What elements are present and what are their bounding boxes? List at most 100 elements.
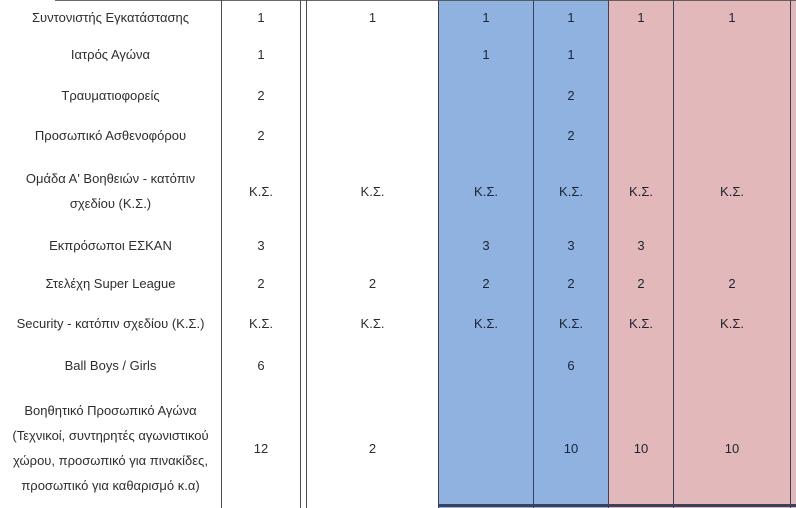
table-cell-pink-cropped <box>791 303 796 343</box>
table-cell-pink: Κ.Σ. <box>673 155 791 227</box>
table-cell-white <box>307 227 438 263</box>
table-cell-blue: 3 <box>438 227 533 263</box>
table-cell-blue: 1 <box>533 34 608 75</box>
table-cell-blue: Κ.Σ. <box>533 303 608 343</box>
double-border-separator <box>300 303 307 343</box>
table-cell-pink-cropped <box>791 343 796 388</box>
colored-block-bottom-border <box>438 504 796 507</box>
table-cell-blue: 10 <box>533 388 608 508</box>
table-cell-pink <box>608 115 673 155</box>
table-cell-pink <box>673 343 791 388</box>
table-cell-pink: 10 <box>608 388 673 508</box>
row-label: Προσωπικό Ασθενοφόρου <box>0 115 222 155</box>
table-cell-blue <box>438 343 533 388</box>
table-cell-white: Κ.Σ. <box>249 315 273 331</box>
table-row: Βοηθητικό Προσωπικό Αγώνα (Τεχνικοί, συν… <box>0 388 796 508</box>
table-cell-white: 6 <box>257 358 265 373</box>
table-cell-blue: 2 <box>533 75 608 115</box>
table-cell-white: 1 <box>257 47 265 62</box>
table-cell-pink <box>608 34 673 75</box>
table-cell-blue: Κ.Σ. <box>533 155 608 227</box>
table-cell-white: Κ.Σ. <box>249 183 273 199</box>
table-cell-blue: 1 <box>438 34 533 75</box>
table-cell-pink: 1 <box>673 0 791 34</box>
table-cell-blue <box>438 115 533 155</box>
table-cell-blue: 1 <box>533 0 608 34</box>
double-border-separator <box>300 115 307 155</box>
double-border-separator <box>300 75 307 115</box>
row-label: Συντονιστής Εγκατάστασης <box>0 0 222 34</box>
top-border-line <box>55 0 796 1</box>
table-cell-blue: 3 <box>533 227 608 263</box>
table-cell-pink <box>673 75 791 115</box>
table-cell-pink: 2 <box>673 263 791 303</box>
table-cell-blue: 6 <box>533 343 608 388</box>
double-border-separator <box>300 0 307 34</box>
table-row: Ball Boys / Girls 6 6 <box>0 343 796 388</box>
table-cell-white: 3 <box>257 237 265 253</box>
table-cell-white: 2 <box>257 87 265 103</box>
table-cell-white: 12 <box>253 440 269 456</box>
table-cell-pink: 1 <box>608 0 673 34</box>
row-label: Βοηθητικό Προσωπικό Αγώνα (Τεχνικοί, συν… <box>0 388 222 508</box>
table-cell-white <box>307 34 438 75</box>
table-cell-pink-cropped <box>791 388 796 508</box>
table-cell-white: Κ.Σ. <box>360 183 385 199</box>
table-cell-blue: 2 <box>438 263 533 303</box>
table-cell-blue: Κ.Σ. <box>438 303 533 343</box>
table-cell-pink-cropped <box>791 34 796 75</box>
table-cell-pink: Κ.Σ. <box>673 303 791 343</box>
table-cell-pink-cropped <box>791 75 796 115</box>
row-label: Στελέχη Super League <box>0 263 222 303</box>
table-cell-pink <box>673 227 791 263</box>
table-row: Στελέχη Super League 2 2 2 2 2 2 <box>0 263 796 303</box>
table-cell-blue: Κ.Σ. <box>438 155 533 227</box>
table-cell-pink: Κ.Σ. <box>608 303 673 343</box>
table-cell-blue: 2 <box>533 115 608 155</box>
table-cell-white: 1 <box>368 9 377 25</box>
row-label: Ιατρός Αγώνα <box>0 34 222 75</box>
table-cell-pink-cropped <box>791 155 796 227</box>
table-cell-white: 2 <box>368 440 377 456</box>
row-label: Τραυματιοφορείς <box>0 75 222 115</box>
double-border-separator <box>300 343 307 388</box>
table-row: Τραυματιοφορείς 2 2 <box>0 75 796 115</box>
double-border-separator <box>300 34 307 75</box>
table-cell-pink-cropped <box>791 227 796 263</box>
table-cell-pink: 2 <box>608 263 673 303</box>
double-border-separator <box>300 155 307 227</box>
table-row: Προσωπικό Ασθενοφόρου 2 2 <box>0 115 796 155</box>
table-cell-blue <box>438 388 533 508</box>
table-cell-white <box>307 343 438 388</box>
row-label: Security - κατόπιν σχεδίου (Κ.Σ.) <box>0 303 222 343</box>
table-cell-white <box>307 75 438 115</box>
table-row: Ομάδα Α' Βοηθειών - κατόπιν σχεδίου (Κ.Σ… <box>0 155 796 227</box>
table-cell-pink: 3 <box>608 227 673 263</box>
table-row: Εκπρόσωποι ΕΣΚΑΝ 3 3 3 3 <box>0 227 796 263</box>
table-cell-white: 2 <box>257 127 265 143</box>
table-cell-blue <box>438 75 533 115</box>
table-cell-pink <box>673 115 791 155</box>
table-cell-white: 1 <box>257 9 265 25</box>
table-cell-pink: Κ.Σ. <box>608 155 673 227</box>
table-cell-blue: 1 <box>438 0 533 34</box>
table-cell-white: Κ.Σ. <box>360 315 385 331</box>
table-cell-pink-cropped <box>791 263 796 303</box>
table-row: Ιατρός Αγώνα 1 1 1 <box>0 34 796 75</box>
table-row: Συντονιστής Εγκατάστασης 1 1 1 1 1 1 <box>0 0 796 34</box>
table-cell-white <box>307 115 438 155</box>
table-cell-blue: 2 <box>533 263 608 303</box>
double-border-separator <box>300 263 307 303</box>
table-row: Security - κατόπιν σχεδίου (Κ.Σ.) Κ.Σ. Κ.Σ… <box>0 303 796 343</box>
double-border-separator <box>300 227 307 263</box>
table-cell-pink <box>608 75 673 115</box>
row-label: Εκπρόσωποι ΕΣΚΑΝ <box>0 227 222 263</box>
table-cell-pink <box>608 343 673 388</box>
row-label: Ομάδα Α' Βοηθειών - κατόπιν σχεδίου (Κ.Σ… <box>0 155 222 227</box>
table-cell-pink-cropped <box>791 115 796 155</box>
table-cell-white: 2 <box>368 275 377 291</box>
table-cell-white: 2 <box>257 275 265 291</box>
table-cell-pink: 10 <box>673 388 791 508</box>
double-border-separator <box>300 388 307 508</box>
